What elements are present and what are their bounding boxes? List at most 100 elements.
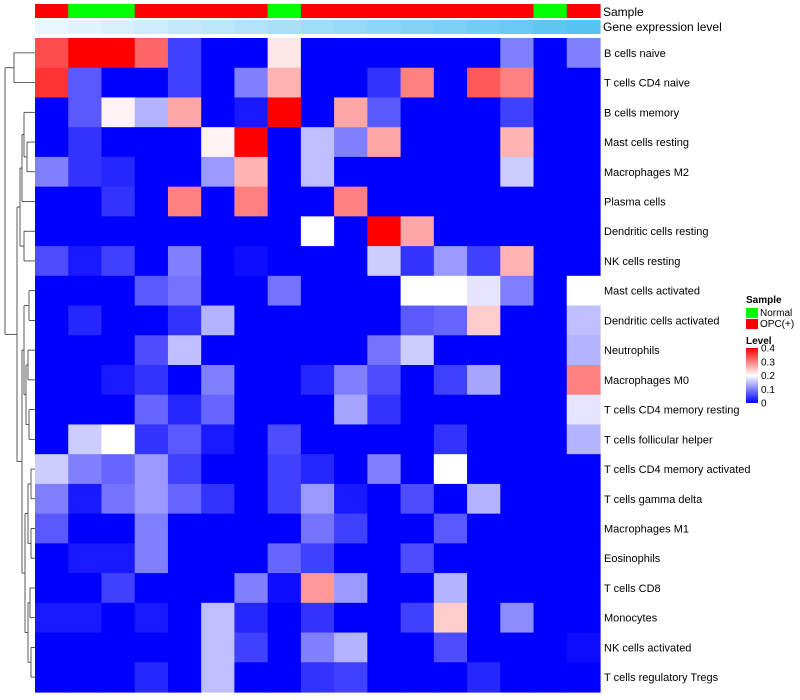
heatmap-cell [433,186,468,217]
heatmap-cell [467,186,501,217]
heatmap-cell [500,632,535,663]
heatmap-cell [566,602,601,634]
heatmap-cell [300,454,335,485]
heatmap-cell [134,424,169,455]
heatmap-cell [500,454,535,485]
annotation-tracks [35,4,601,34]
heatmap-cell [400,275,435,307]
heatmap-cell [566,186,601,217]
heatmap-cell [467,305,501,336]
heatmap-cell [234,513,269,544]
expression-annotation-cell [167,20,202,34]
heatmap-cell [400,335,435,366]
heatmap-cell [35,305,69,336]
heatmap-cell [533,365,568,396]
heatmap-cell [201,275,236,307]
heatmap-cell [500,335,535,366]
heatmap-cell [68,662,103,693]
heatmap-cell [400,632,435,663]
heatmap-cell [400,662,435,693]
heatmap-cell [533,216,568,247]
heatmap-cell [566,246,601,277]
heatmap-cell [300,483,335,515]
row-label: NK cells resting [604,256,680,268]
row-label: Macrophages M2 [604,167,689,179]
heatmap-cell [566,275,601,307]
heatmap-cell [500,305,535,336]
heatmap-cell [400,216,435,247]
heatmap-cell [533,424,568,455]
expression-annotation-cell [267,20,302,34]
heatmap-cell [101,483,136,515]
heatmap-cell [134,662,169,693]
heatmap-cell [533,454,568,485]
row-label: T cells CD4 naive [604,78,690,90]
legend-label-normal: Normal [760,308,792,319]
expression-annotation-cell [68,20,103,34]
heatmap-cell [201,365,236,396]
heatmap-cell [300,394,335,426]
heatmap-cell [367,573,402,604]
heatmap-cell [267,305,302,336]
heatmap-cell [68,156,103,188]
heatmap-cell [334,632,368,663]
expression-annotation-cell [35,20,69,34]
heatmap-cell [68,602,103,634]
heatmap-cell [201,127,236,158]
heatmap-cell [334,483,368,515]
heatmap-cell [433,97,468,128]
heatmap-cell [300,602,335,634]
heatmap-cell [267,602,302,634]
expression-annotation-cell [134,20,169,34]
heatmap-cell [433,602,468,634]
heatmap-cell [234,602,269,634]
heatmap-cell [367,97,402,128]
heatmap-cell [367,127,402,158]
heatmap-cell [400,513,435,544]
heatmap-cell [300,275,335,307]
expression-annotation-cell [334,20,368,34]
level-color-bar [746,348,758,403]
heatmap-cell [467,335,501,366]
heatmap-cell [300,513,335,544]
heatmap-cell [201,662,236,693]
heatmap-cell [134,365,169,396]
heatmap-cell [101,424,136,455]
heatmap-cell [134,156,169,188]
heatmap-cell [267,394,302,426]
heatmap-cell [234,424,269,455]
heatmap-cell [400,186,435,217]
heatmap-cell [234,156,269,188]
heatmap-cell [400,67,435,99]
heatmap-cell [167,632,202,663]
legend-swatch-normal [746,308,758,318]
heatmap-cell [400,394,435,426]
heatmap-cell [467,573,501,604]
heatmap-cell [566,513,601,544]
level-tick-label: 0.4 [761,344,775,355]
heatmap-cell [467,454,501,485]
heatmap-cell [68,305,103,336]
row-label: Plasma cells [604,197,666,209]
heatmap-cell [267,573,302,604]
heatmap-cell [167,365,202,396]
heatmap-cell [35,602,69,634]
heatmap-cell [367,335,402,366]
heatmap-cell [500,513,535,544]
sample-track-label: Sample [603,5,644,19]
heatmap-cell [101,305,136,336]
heatmap-cell [300,543,335,574]
heatmap-cell [334,365,368,396]
sample-annotation-cell [267,4,302,18]
heatmap-cell [467,632,501,663]
heatmap-cell [167,335,202,366]
heatmap-cell [334,275,368,307]
heatmap-cell [35,246,69,277]
heatmap-cell [367,454,402,485]
row-labels: B cells naive T cells CD4 naive B cells me… [604,48,751,684]
heatmap-cell [533,513,568,544]
heatmap-cell [267,156,302,188]
heatmap-cell [35,662,69,693]
heatmap-cell [35,632,69,663]
heatmap-cell [35,275,69,307]
